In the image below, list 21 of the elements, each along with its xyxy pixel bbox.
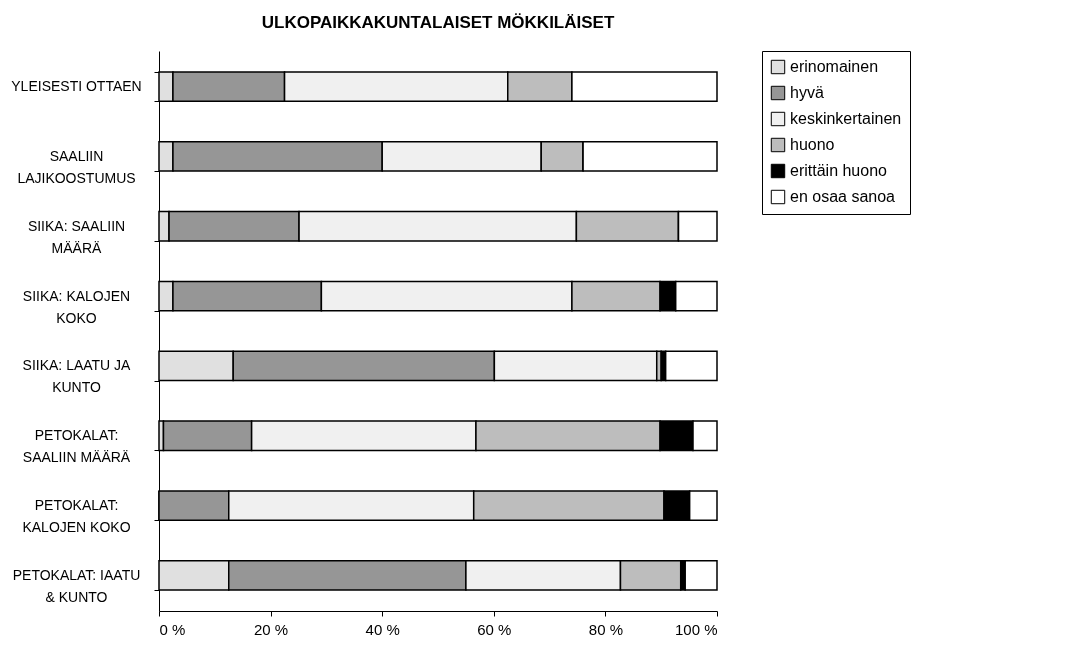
x-tick-label: 80 % <box>588 620 623 638</box>
legend-label: hyvä <box>790 84 824 101</box>
y-tick-label: SIIKA: SAALIIN MÄÄRÄ <box>27 217 126 256</box>
y-tick-label: SIIKA: KALOJEN KOKO <box>22 287 131 326</box>
x-tick-label: 60 % <box>477 620 512 638</box>
legend-label: erinomainen <box>790 58 879 75</box>
legend-label: erittäin huono <box>790 162 888 179</box>
y-tick-label: PETOKALAT: KALOJEN KOKO <box>22 497 131 536</box>
legend-label: keskinkertainen <box>790 110 902 127</box>
y-tick-label: YLEISESTI OTTAEN <box>11 78 142 95</box>
legend-label: en osaa sanoa <box>790 188 896 205</box>
y-tick-label: PETOKALAT: IAATU & KUNTO <box>12 566 141 605</box>
legend-label: huono <box>790 136 835 153</box>
x-tick-label: 0 % <box>159 620 186 638</box>
x-tick-label: 100 % <box>674 620 718 638</box>
y-tick-label: SAALIIN LAJIKOOSTUMUS <box>17 147 136 186</box>
y-tick-label: PETOKALAT: SAALIIN MÄÄRÄ <box>22 427 131 466</box>
chart-title: ULKOPAIKKAKUNTALAISET MÖKKILÄISET <box>261 13 615 32</box>
y-tick-label: SIIKA: LAATU JA KUNTO <box>22 357 132 396</box>
x-tick-label: 40 % <box>365 620 400 638</box>
x-tick-label: 20 % <box>254 620 289 638</box>
